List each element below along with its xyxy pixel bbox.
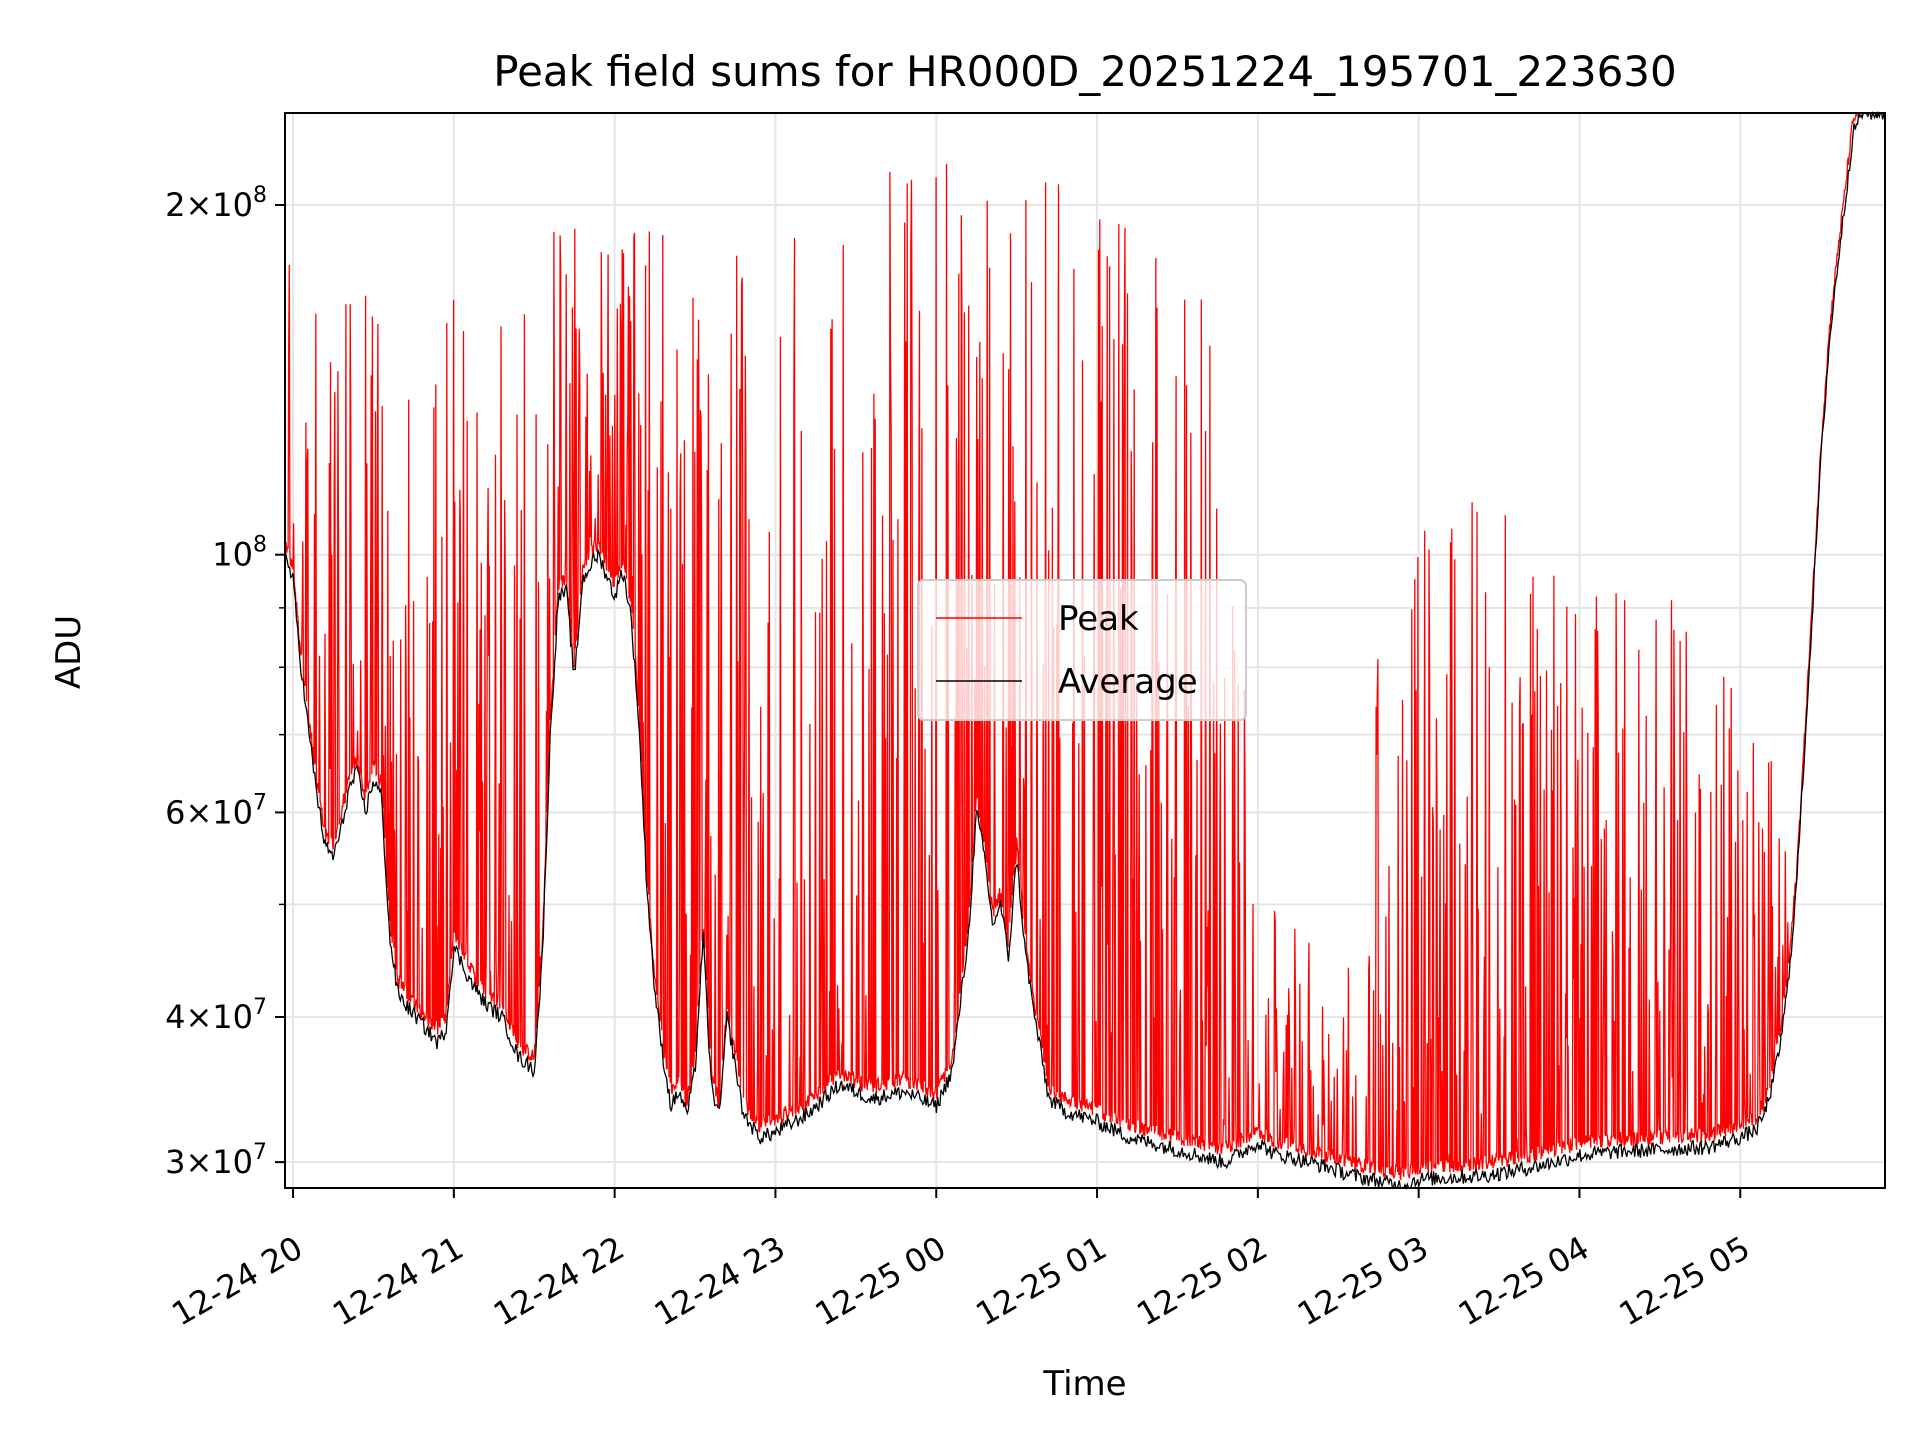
y-axis: 3×107 4×107 6×107 108 2×108 [165,183,285,1181]
legend-box [917,579,1247,721]
gridlines [285,113,1885,1188]
legend-average-label: Average [1058,662,1198,702]
y-tick-label: 2×108 [165,183,267,224]
plot-series [284,110,1886,1191]
average-series-line [284,110,1886,1191]
y-axis-label: ADU [49,615,89,689]
y-tick-label: 3×107 [165,1140,267,1181]
x-axis-label: Time [1042,1364,1126,1404]
legend: Peak Average [917,579,1247,721]
peak-series-line [284,112,1885,1180]
chart-title: Peak field sums for HR000D_20251224_1957… [493,47,1677,96]
y-tick-label: 108 [212,533,267,574]
legend-peak-label: Peak [1058,599,1139,639]
plot-frame [284,112,1886,1189]
y-tick-label: 6×107 [165,790,267,831]
y-tick-label: 4×107 [165,995,267,1036]
